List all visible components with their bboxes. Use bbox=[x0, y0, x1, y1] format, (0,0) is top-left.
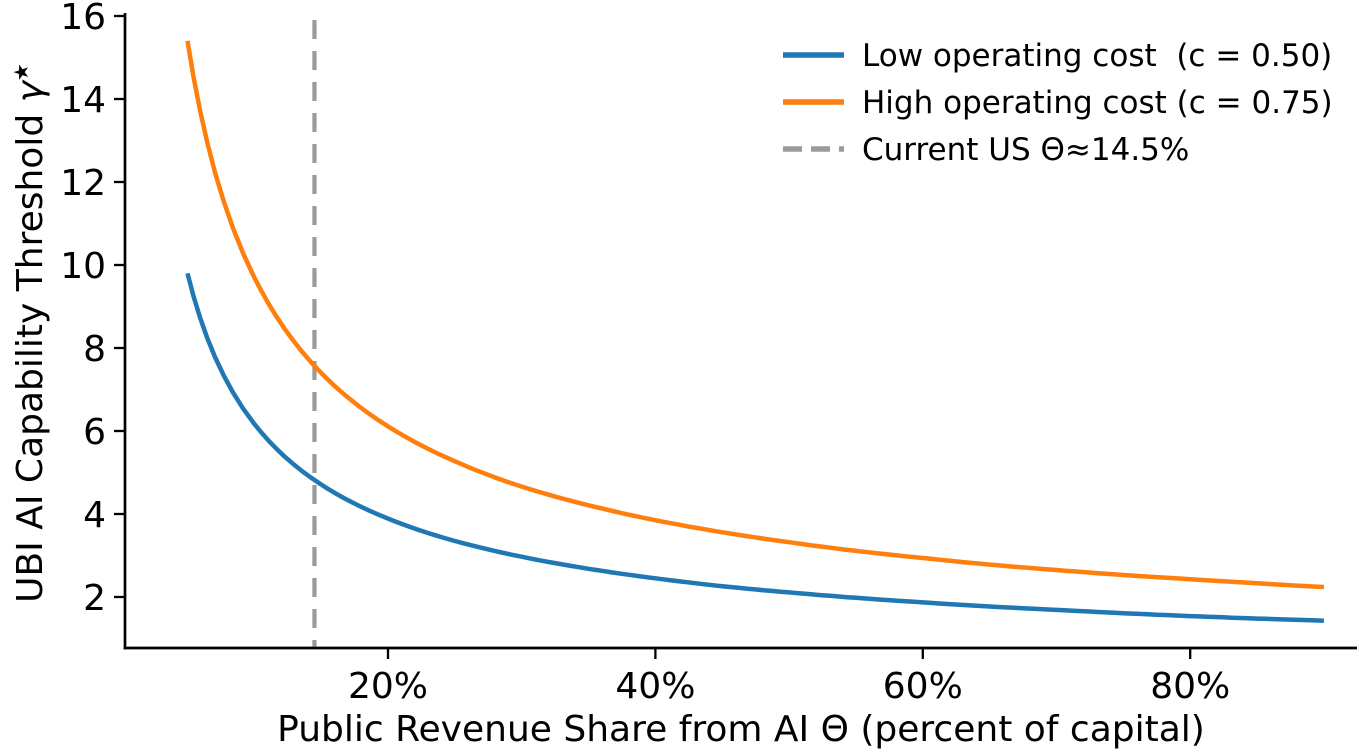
y-tick-label: 12 bbox=[60, 163, 106, 204]
y-tick-label: 4 bbox=[83, 495, 106, 536]
y-axis-ticks: 2 4 6 8 10 12 14 16 bbox=[60, 0, 125, 619]
gamma-symbol: γ bbox=[10, 79, 51, 102]
legend-label-current-us: Current US Θ≈14.5% bbox=[862, 132, 1189, 168]
x-axis-ticks: 20% 40% 60% 80% bbox=[348, 648, 1230, 707]
x-tick-label: 60% bbox=[883, 666, 963, 707]
y-tick-label: 10 bbox=[60, 246, 106, 287]
axes-spines bbox=[123, 13, 1357, 650]
y-axis-label-text: UBI AI Capability Threshold bbox=[10, 102, 51, 602]
x-tick-label: 80% bbox=[1150, 666, 1230, 707]
y-tick-label: 14 bbox=[60, 80, 106, 121]
legend-label-high-cost: High operating cost (c = 0.75) bbox=[862, 85, 1333, 121]
y-axis-label: UBI AI Capability Threshold γ★ bbox=[9, 63, 51, 603]
x-axis-label: Public Revenue Share from AI Θ (percent … bbox=[277, 709, 1205, 750]
y-tick-label: 6 bbox=[83, 412, 106, 453]
y-tick-label: 16 bbox=[60, 0, 106, 38]
x-tick-label: 40% bbox=[615, 666, 695, 707]
high-operating-cost-curve bbox=[185, 40, 1325, 590]
legend-label-low-cost: Low operating cost (c = 0.50) bbox=[862, 38, 1332, 74]
y-tick-label: 8 bbox=[83, 329, 106, 370]
star-superscript: ★ bbox=[9, 63, 33, 81]
legend: Low operating cost (c = 0.50) High opera… bbox=[783, 38, 1333, 168]
low-operating-cost-curve bbox=[185, 272, 1324, 623]
y-tick-label: 2 bbox=[83, 578, 106, 619]
x-tick-label: 20% bbox=[348, 666, 428, 707]
